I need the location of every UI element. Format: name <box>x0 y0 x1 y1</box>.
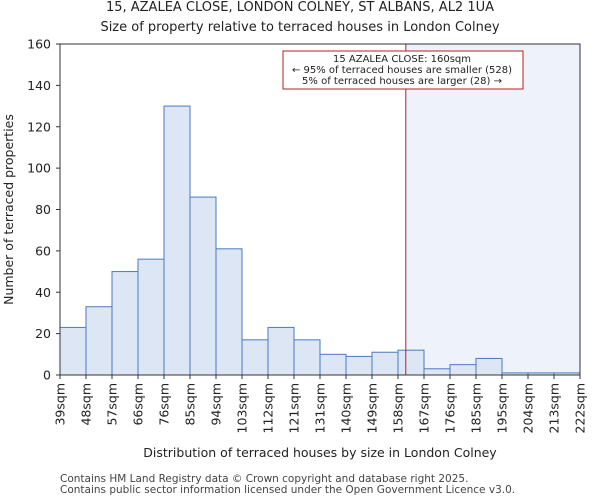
y-tick-label: 100 <box>27 161 51 176</box>
x-tick-label: 176sqm <box>443 383 458 433</box>
bar-85sqm <box>189 196 217 376</box>
x-tick-label: 85sqm <box>183 383 198 426</box>
bar-112sqm <box>267 326 295 376</box>
bar-167sqm <box>423 368 451 376</box>
bar-140sqm <box>345 355 373 376</box>
x-tick-label: 39sqm <box>53 383 68 426</box>
x-tick-label: 57sqm <box>105 383 120 426</box>
bar-149sqm <box>371 351 399 376</box>
x-tick-label: 121sqm <box>287 383 302 433</box>
y-tick-label: 120 <box>27 119 51 134</box>
x-tick-label: 213sqm <box>547 383 562 433</box>
annotation-line-3: 5% of terraced houses are larger (28) → <box>302 76 502 87</box>
y-tick-label: 0 <box>43 368 51 383</box>
x-axis: 39sqm 48sqm 57sqm 66sqm 76sqm 85sqm 94sqm 103sq… <box>53 375 588 433</box>
annotation-line-1: 15 AZALEA CLOSE: 160sqm <box>333 54 471 65</box>
y-tick-label: 160 <box>27 37 51 52</box>
bar-66sqm <box>137 258 165 376</box>
x-tick-label: 76sqm <box>157 383 172 426</box>
x-tick-label: 185sqm <box>469 383 484 433</box>
chart-title-address: 15, AZALEA CLOSE, LONDON COLNEY, ST ALBA… <box>105 0 495 15</box>
y-tick-label: 40 <box>35 285 51 300</box>
bar-103sqm <box>241 339 269 376</box>
y-tick-label: 60 <box>35 243 51 258</box>
x-tick-label: 131sqm <box>313 383 328 433</box>
bar-48sqm <box>85 306 113 376</box>
x-tick-label: 204sqm <box>521 383 536 433</box>
x-tick-label: 195sqm <box>495 383 510 433</box>
y-tick-label: 80 <box>35 202 51 217</box>
y-axis-label: Number of terraced properties <box>1 114 16 305</box>
bar-158sqm <box>397 349 425 376</box>
bars-group <box>59 105 581 376</box>
x-tick-label: 167sqm <box>417 383 432 433</box>
y-axis: 0 20 40 60 80 100 120 140 160 <box>27 37 60 383</box>
footer-copyright: Contains HM Land Registry data © Crown c… <box>60 473 469 485</box>
y-tick-label: 140 <box>27 78 51 93</box>
x-tick-label: 140sqm <box>339 383 354 433</box>
chart-subtitle: Size of property relative to terraced ho… <box>100 20 500 35</box>
larger-region-shade <box>405 44 580 375</box>
x-tick-label: 94sqm <box>209 383 224 426</box>
bar-76sqm <box>163 105 191 376</box>
x-tick-label: 66sqm <box>131 383 146 426</box>
bar-39sqm <box>59 326 87 376</box>
annotation-box: 15 AZALEA CLOSE: 160sqm ← 95% of terrace… <box>282 50 524 90</box>
x-tick-label: 149sqm <box>365 383 380 433</box>
x-tick-label: 112sqm <box>261 383 276 433</box>
annotation-border <box>282 50 524 90</box>
y-tick-label: 20 <box>35 326 51 341</box>
x-tick-label: 48sqm <box>79 383 94 426</box>
bar-57sqm <box>111 271 139 376</box>
bar-121sqm <box>293 339 321 376</box>
bar-176sqm <box>449 364 477 376</box>
x-tick-label: 222sqm <box>573 383 588 433</box>
footer-licence: Contains public sector information licen… <box>60 484 516 496</box>
bar-131sqm <box>319 353 347 376</box>
x-tick-label: 103sqm <box>235 383 250 433</box>
x-axis-label: Distribution of terraced houses by size … <box>143 445 497 460</box>
x-tick-label: 158sqm <box>391 383 406 433</box>
annotation-line-2: ← 95% of terraced houses are smaller (52… <box>292 65 512 76</box>
bar-185sqm <box>475 357 503 376</box>
bar-94sqm <box>215 248 243 376</box>
